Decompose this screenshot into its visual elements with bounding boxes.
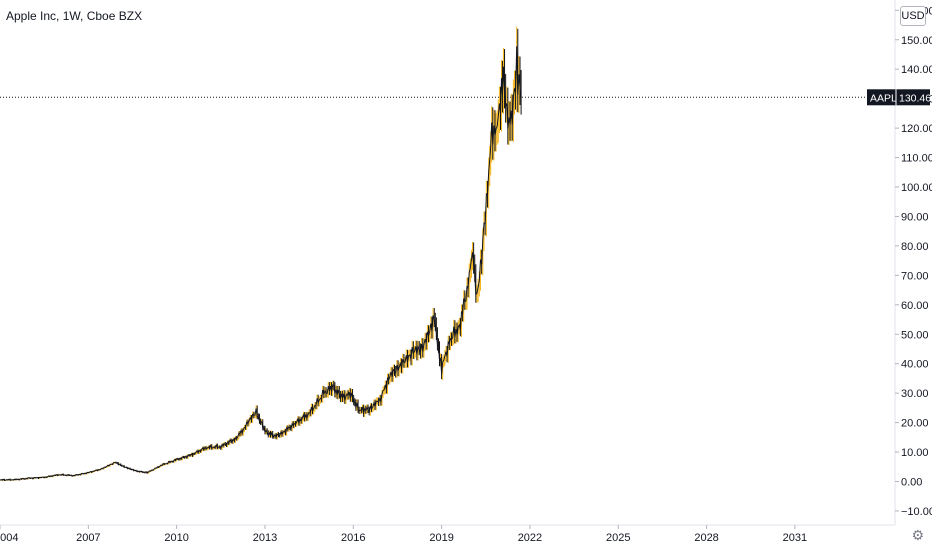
time-tick-label: 2019 — [429, 532, 453, 544]
time-tick-label: 2016 — [341, 532, 365, 544]
price-tag-symbol: AAPL — [870, 92, 897, 104]
price-tag-background — [867, 89, 930, 106]
price-tick-label: 120.00 — [901, 123, 932, 135]
price-tick-label: 100.00 — [901, 182, 932, 194]
time-tick-label: 2022 — [518, 532, 542, 544]
time-tick-label: 2013 — [253, 532, 277, 544]
chart-title: Apple Inc, 1W, Cboe BZX — [6, 9, 143, 23]
time-axis-labels: 2004 2007 2010 2013 2016 2019 2022 2025 2028 2031 — [0, 532, 807, 544]
price-tick-label: 70.00 — [901, 270, 929, 282]
price-axis-background — [895, 0, 932, 525]
price-tag: AAPL 130.46 — [867, 89, 931, 106]
price-tick-label: 80.00 — [901, 241, 929, 253]
tick-marks — [0, 9, 899, 529]
price-tick-label: −10.00 — [901, 506, 932, 518]
price-line — [0, 46, 522, 481]
price-tick-label: 10.00 — [901, 447, 929, 459]
time-tick-label: 2025 — [606, 532, 630, 544]
price-tick-label: 0.00 — [901, 477, 922, 489]
time-tick-label: 2010 — [164, 532, 188, 544]
price-tick-label: 40.00 — [901, 359, 929, 371]
price-tick-label: 110.00 — [901, 153, 932, 165]
price-tick-label: 20.00 — [901, 418, 929, 430]
price-tick-label: 50.00 — [901, 329, 929, 341]
price-tag-value: 130.46 — [899, 92, 931, 104]
price-tick-label: 60.00 — [901, 300, 929, 312]
price-tick-label: 90.00 — [901, 211, 929, 223]
time-tick-label: 2031 — [783, 532, 807, 544]
price-tick-label: 150.00 — [901, 35, 932, 47]
currency-button[interactable]: USD — [900, 6, 926, 26]
price-tick-label: 30.00 — [901, 388, 929, 400]
time-tick-label: 2004 — [0, 532, 18, 544]
price-tick-label: 140.00 — [901, 64, 932, 76]
gear-icon[interactable]: ⚙ — [911, 527, 924, 543]
price-series — [0, 26, 522, 482]
time-tick-label: 2007 — [76, 532, 100, 544]
time-tick-label: 2028 — [694, 532, 718, 544]
